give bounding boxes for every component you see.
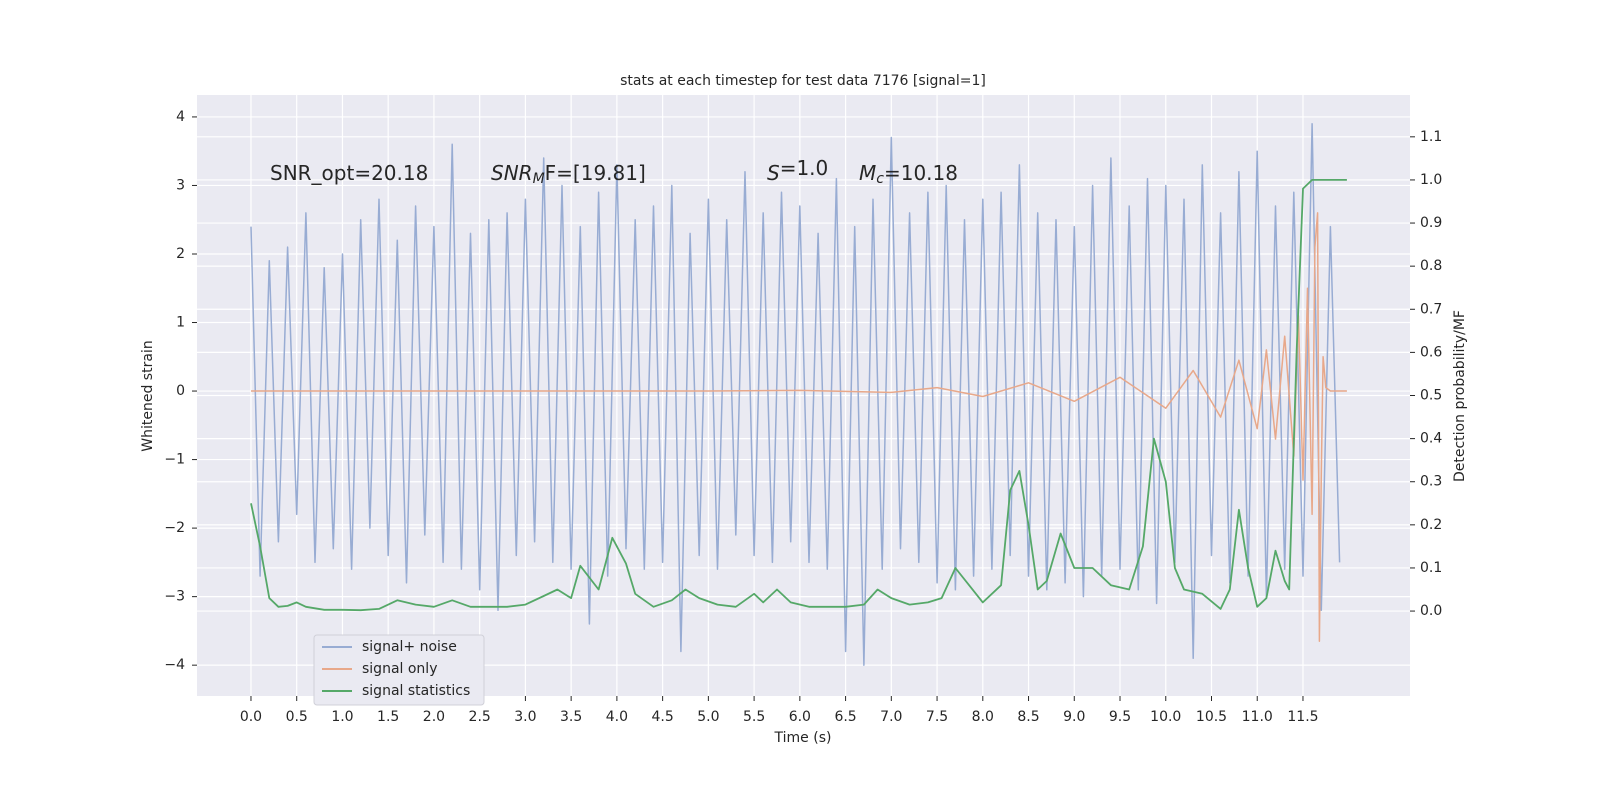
annotation-part: SNR [491, 161, 533, 185]
x-tick-label: 8.5 [1017, 709, 1039, 725]
y-tick-label: −3 [164, 589, 185, 605]
y2-tick-label: 0.2 [1420, 517, 1442, 533]
x-tick-label: 1.0 [331, 709, 353, 725]
y-tick-label: 1 [176, 315, 185, 331]
y2-tick-label: 0.7 [1420, 301, 1442, 317]
chart-title: stats at each timestep for test data 717… [620, 73, 986, 89]
axes: 0.0 0.5 1.0 1.5 2.0 2.5 3.0 3.5 4.0 4.5 5.0 5.5 6.0 6… [164, 109, 1442, 725]
annotation: SNR_opt=20.18 [270, 161, 428, 185]
legend-label: signal+ noise [362, 639, 457, 655]
annotation-part: S [767, 161, 780, 185]
y2-tick-label: 0.5 [1420, 388, 1442, 404]
y2-tick-label: 0.8 [1420, 258, 1442, 274]
x-tick-label: 7.5 [926, 709, 948, 725]
y-tick-label: −2 [164, 520, 185, 536]
series-line [250, 179, 1347, 612]
annotation-part: F=[19.81] [545, 161, 646, 185]
annotation-part: M [859, 161, 876, 185]
x-tick-label: 7.0 [880, 709, 902, 725]
annotation-part: M [533, 171, 545, 187]
y-axis-label: Whitened strain [140, 340, 156, 451]
y-tick-label: 4 [176, 109, 185, 125]
x-tick-label: 9.5 [1109, 709, 1131, 725]
x-tick-label: 8.0 [972, 709, 994, 725]
x-tick-label: 2.5 [469, 709, 491, 725]
x-tick-label: 4.0 [606, 709, 628, 725]
legend-label: signal only [362, 661, 437, 677]
x-tick-label: 6.0 [789, 709, 811, 725]
annotation-part: c [876, 171, 884, 187]
y2-tick-label: 1.1 [1420, 129, 1442, 145]
x-tick-label: 0.5 [286, 709, 308, 725]
y2-tick-label: 1.0 [1420, 172, 1442, 188]
y-tick-label: 2 [176, 246, 185, 262]
y-tick-label: 0 [176, 383, 185, 399]
x-tick-label: 11.5 [1287, 709, 1318, 725]
x-tick-label: 5.0 [697, 709, 719, 725]
x-tick-label: 4.5 [651, 709, 673, 725]
y2-tick-label: 0.6 [1420, 344, 1442, 360]
legend-label: signal statistics [362, 683, 470, 699]
x-tick-label: 5.5 [743, 709, 765, 725]
lines [250, 123, 1347, 666]
annotation: S=1.0 [767, 156, 828, 185]
annotation-part: =10.18 [884, 161, 958, 185]
y2-tick-label: 0.0 [1420, 603, 1442, 619]
y2-axis-label: Detection probability/MF [1452, 310, 1468, 482]
x-tick-label: 11.0 [1242, 709, 1273, 725]
y2-tick-label: 0.1 [1420, 560, 1442, 576]
series-line [251, 212, 1347, 642]
x-tick-label: 10.5 [1196, 709, 1227, 725]
legend: signal+ noise signal only signal statistic… [313, 634, 485, 706]
annotation: Mc=10.18 [859, 161, 958, 188]
annotation-part: SNR_opt=20.18 [270, 161, 428, 185]
x-tick-label: 6.5 [834, 709, 856, 725]
x-tick-label: 0.0 [240, 709, 262, 725]
y2-tick-label: 0.3 [1420, 474, 1442, 490]
y-tick-label: −1 [164, 452, 185, 468]
y-tick-label: 3 [176, 177, 185, 193]
legend-box [313, 634, 485, 706]
x-tick-label: 10.0 [1150, 709, 1181, 725]
y-tick-label: −4 [164, 657, 185, 673]
x-tick-label: 3.5 [560, 709, 582, 725]
y2-tick-label: 0.4 [1420, 431, 1442, 447]
y2-tick-label: 0.9 [1420, 215, 1442, 231]
series-line [250, 123, 1341, 666]
x-axis-label: Time (s) [774, 730, 832, 746]
annotation-part: =1.0 [780, 156, 829, 180]
x-tick-label: 3.0 [514, 709, 536, 725]
x-tick-label: 1.5 [377, 709, 399, 725]
annotation: SNRMF=[19.81] [491, 161, 646, 188]
x-tick-label: 9.0 [1063, 709, 1085, 725]
x-tick-label: 2.0 [423, 709, 445, 725]
